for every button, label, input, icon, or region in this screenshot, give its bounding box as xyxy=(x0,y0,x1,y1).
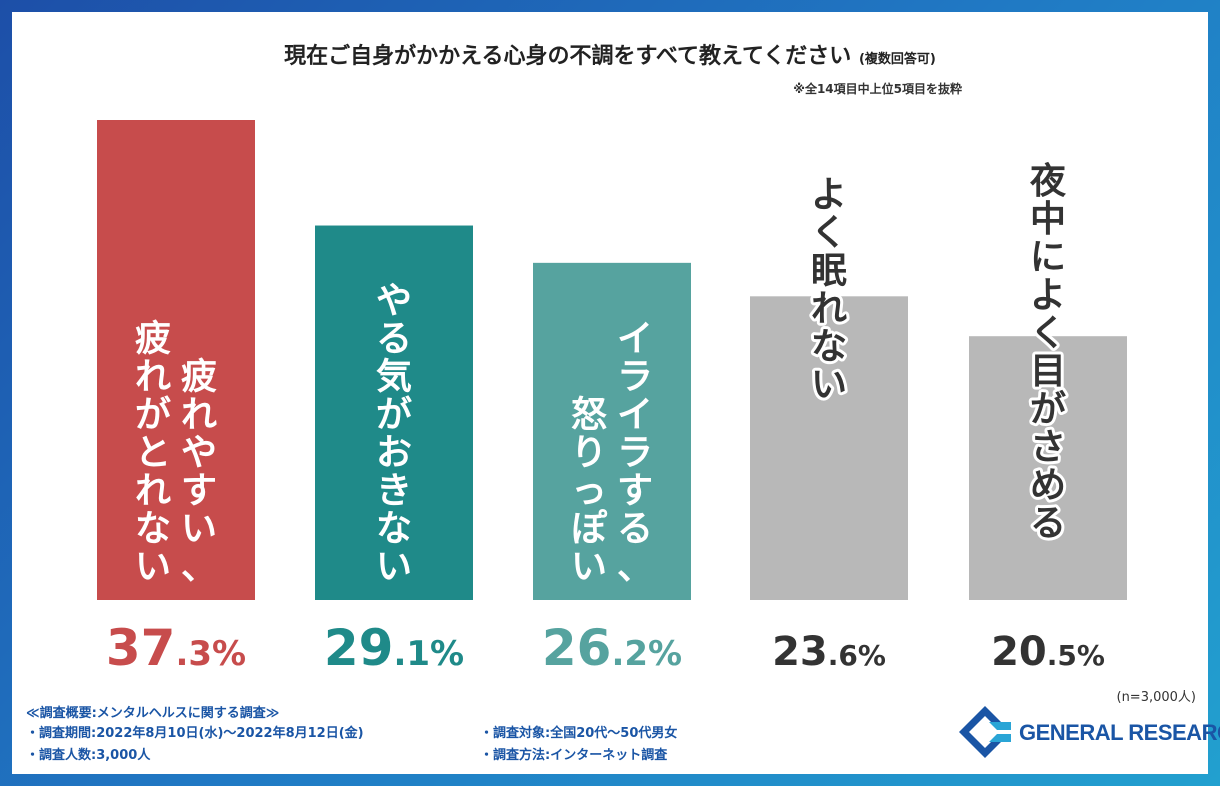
bar-1 xyxy=(97,120,255,600)
bar-text-5-col-1: 夜中によく目がさめる xyxy=(1029,161,1067,544)
bar-5 xyxy=(969,336,1127,600)
selection-note: ※全14項目中上位5項目を抜粋 xyxy=(793,82,962,96)
bar-text-2-col-1: やる気がおきない xyxy=(376,281,412,588)
bar-text-3-col-1: イライラする、 xyxy=(617,319,653,588)
bar-text-4-col-1: よく眠れない xyxy=(811,175,847,406)
summary-heading: ≪調査概要:メンタルヘルスに関する調査≫ xyxy=(26,706,280,721)
bar-text-1-col-2: 疲れがとれない xyxy=(135,319,171,588)
title-main: 現在ご自身がかかえる心身の不調をすべて教えてください xyxy=(284,44,852,69)
summary-target: ・調査対象:全国20代〜50代男女 xyxy=(480,726,678,741)
sample-size-label: (n=3,000人) xyxy=(1116,690,1197,705)
logo-text: GENERAL RESEARCH xyxy=(1019,720,1220,745)
value-label-4: 23.6% xyxy=(772,629,886,675)
chart-title: 現在ご自身がかかえる心身の不調をすべて教えてください (複数回答可) xyxy=(0,38,1220,70)
title-suffix: (複数回答可) xyxy=(858,52,936,67)
bar-text-1-col-1: 疲れやすい、 xyxy=(181,357,217,588)
company-logo: GENERAL RESEARCH xyxy=(955,704,1220,760)
bar-3 xyxy=(533,262,691,600)
summary-period: ・調査期間:2022年8月10日(水)〜2022年8月12日(金) xyxy=(26,726,364,741)
logo-mark-icon xyxy=(959,706,1011,758)
value-label-1: 37.3% xyxy=(106,619,246,677)
bar-text-3-col-2: 怒りっぽい xyxy=(571,395,608,588)
value-label-2: 29.1% xyxy=(324,619,464,677)
summary-count: ・調査人数:3,000人 xyxy=(26,748,151,763)
bar-4 xyxy=(750,296,908,600)
value-label-5: 20.5% xyxy=(991,629,1105,675)
bar-chart: 疲れやすい、疲れがとれない 37.3% やる気がおきない 29.1% イライラする、怒り… xyxy=(97,120,1127,677)
value-label-3: 26.2% xyxy=(542,619,682,677)
bar-2 xyxy=(315,225,473,601)
summary-method: ・調査方法:インターネット調査 xyxy=(480,748,668,763)
